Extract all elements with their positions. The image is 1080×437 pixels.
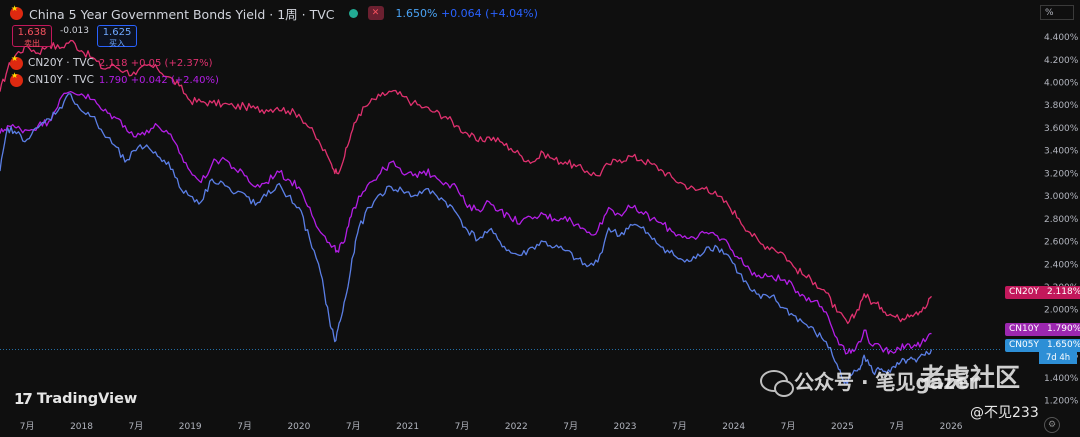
chart-header: China 5 Year Government Bonds Yield · 1周… (10, 4, 538, 22)
yield-change: +0.064 (+4.04%) (440, 6, 538, 20)
trade-panel: 1.638 卖出 -0.013 1.625 买入 (12, 25, 138, 48)
x-tick-label: 2019 (179, 422, 202, 432)
bar-countdown: 7d 4h (1039, 352, 1077, 364)
price-tag-symbol: CN05Y (1005, 339, 1043, 352)
china-flag-icon (10, 4, 23, 20)
price-tag-cn05y: CN05Y 1.650% (1005, 339, 1080, 352)
price-tag-cn10y: CN10Y 1.790% (1005, 323, 1080, 336)
x-axis[interactable]: 7月 2018 7月 2019 7月 2020 7月 2021 7月 2022 7月 2023 7月 20… (20, 421, 963, 432)
series-line-cn05y (0, 93, 933, 385)
y-tick-label: 4.200% (1044, 56, 1079, 66)
x-tick-label: 2021 (396, 422, 419, 432)
price-tag-symbol: CN20Y (1005, 286, 1043, 299)
spread-value: -0.013 (60, 26, 90, 36)
y-tick-label: 3.800% (1044, 101, 1079, 111)
x-tick-label: 7月 (781, 421, 796, 432)
brand-name: TradingView (36, 391, 138, 407)
x-tick-label: 7月 (346, 421, 361, 432)
series-line-cn10y (0, 90, 932, 355)
x-tick-label: 7月 (455, 421, 470, 432)
y-tick-label: 1.200% (1044, 397, 1079, 407)
x-tick-label: 2024 (722, 422, 745, 432)
settings-gear-icon[interactable]: ⚙ (1044, 417, 1060, 433)
x-tick-label: 7月 (129, 421, 144, 432)
market-status-icon (348, 8, 358, 18)
y-tick-label: 2.800% (1044, 215, 1079, 225)
site-watermark: 老虎社区 (920, 363, 1021, 392)
price-tag-value: 2.118% (1042, 286, 1080, 299)
y-tick-label: 3.000% (1044, 192, 1079, 202)
x-tick-label: 7月 (672, 421, 687, 432)
legend-cn10y[interactable]: CN10Y · TVC 1.790 +0.042 (+2.40%) (10, 71, 219, 88)
buy-price: 1.625 (102, 27, 132, 38)
chart-title: China 5 Year Government Bonds Yield · 1周… (29, 6, 335, 22)
series-line-cn20y (0, 39, 932, 325)
buy-button[interactable]: 1.625 买入 (97, 25, 138, 48)
legend-quote: 2.118 +0.05 (+2.37%) (98, 57, 213, 69)
x-tick-label: 2026 (940, 422, 963, 432)
y-tick-label: 2.000% (1044, 306, 1079, 316)
user-watermark: @不见233 (970, 405, 1039, 421)
sell-button[interactable]: 1.638 卖出 (12, 25, 52, 48)
header-quote: 1.650% +0.064 (+4.04%) (396, 7, 538, 20)
wechat-icon (760, 369, 794, 397)
series-layer (0, 39, 933, 385)
y-tick-label: 1.400% (1044, 374, 1079, 384)
y-tick-label: 3.200% (1044, 169, 1079, 179)
x-tick-label: 2023 (614, 422, 637, 432)
wechat-watermark: 公众号 · 笔见gazer (760, 366, 979, 397)
china-flag-icon (10, 54, 23, 70)
y-tick-label: 2.600% (1044, 238, 1079, 248)
close-icon[interactable]: ✕ (367, 6, 384, 20)
x-tick-label: 2025 (831, 422, 854, 432)
legend-cn20y[interactable]: CN20Y · TVC 2.118 +0.05 (+2.37%) (10, 54, 213, 71)
x-tick-label: 7月 (20, 421, 35, 432)
china-flag-icon (10, 71, 23, 87)
x-tick-label: 2022 (505, 422, 528, 432)
sell-price: 1.638 (17, 27, 47, 38)
unit-selector[interactable]: % (1040, 5, 1074, 20)
y-tick-label: 2.400% (1044, 260, 1079, 270)
price-tag-value: 1.650% (1042, 339, 1080, 352)
x-tick-label: 7月 (563, 421, 578, 432)
tradingview-brand[interactable]: 17 TradingView (14, 390, 137, 408)
current-yield: 1.650% (395, 6, 438, 20)
tradingview-logo-icon: 17 (14, 390, 33, 408)
x-tick-label: 7月 (889, 421, 904, 432)
legend-quote: 1.790 +0.042 (+2.40%) (98, 74, 219, 86)
x-tick-label: 2020 (287, 422, 310, 432)
x-tick-label: 7月 (237, 421, 252, 432)
buy-label: 买入 (109, 39, 126, 48)
price-tag-symbol: CN10Y (1005, 323, 1043, 336)
legend-symbol: CN10Y · TVC (28, 74, 94, 86)
y-tick-label: 3.400% (1044, 147, 1079, 157)
y-tick-label: 3.600% (1044, 124, 1079, 134)
wechat-watermark-text: 公众号 · 笔见gazer (794, 370, 979, 394)
price-tag-cn20y: CN20Y 2.118% (1005, 286, 1080, 299)
price-tag-value: 1.790% (1042, 323, 1080, 336)
y-tick-label: 4.000% (1044, 78, 1079, 88)
legend-symbol: CN20Y · TVC (28, 57, 94, 69)
y-tick-label: 4.400% (1044, 33, 1079, 43)
sell-label: 卖出 (24, 39, 40, 48)
x-tick-label: 2018 (70, 422, 93, 432)
